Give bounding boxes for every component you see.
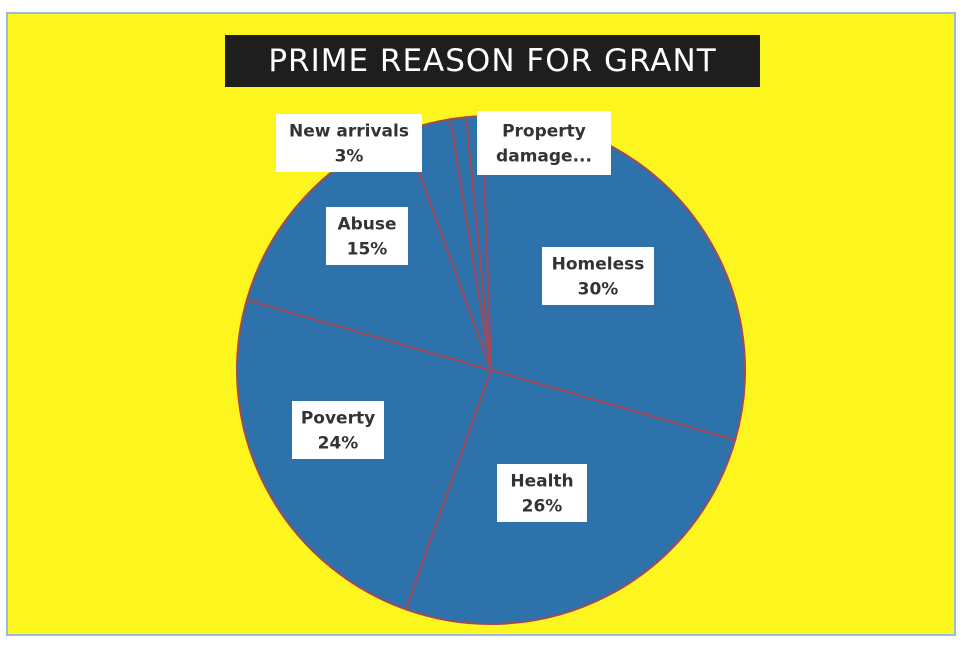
data-label-box [276,114,422,172]
data-label-value: 30% [578,280,619,300]
chart-title: PRIME REASON FOR GRANT [225,35,760,87]
data-label-box [292,401,384,459]
data-label-name: Property [502,122,586,142]
data-label-value: 3% [335,147,364,167]
data-label-property-damage: Property damage... [477,111,611,175]
data-label-homeless: Homeless 30% [542,247,654,305]
data-label-abuse: Abuse 15% [326,207,408,265]
data-label-poverty: Poverty 24% [292,401,384,459]
data-label-health: Health 26% [497,464,587,522]
data-label-new-arrivals: New arrivals 3% [276,114,422,172]
data-label-name: Homeless [552,255,645,275]
data-label-value: 24% [318,434,359,454]
data-label-value: 15% [347,240,388,260]
data-label-box [497,464,587,522]
data-label-box [477,111,611,175]
data-label-box [326,207,408,265]
data-label-name: Abuse [337,215,396,235]
data-label-name: Poverty [301,409,375,429]
data-label-value: damage... [496,147,592,167]
data-label-value: 26% [522,497,563,517]
data-label-box [542,247,654,305]
data-label-name: Health [510,472,573,492]
data-label-name: New arrivals [289,122,409,142]
